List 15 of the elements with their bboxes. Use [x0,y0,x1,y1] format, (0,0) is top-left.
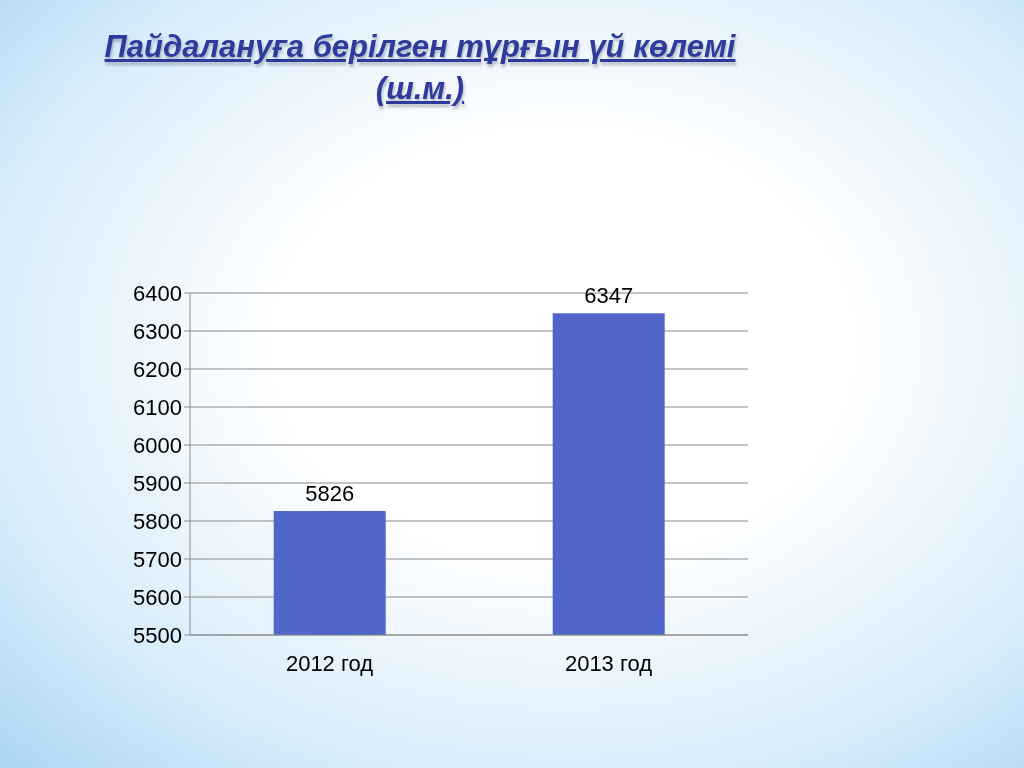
data-label: 5826 [305,481,355,507]
y-tick-label: 5800 [133,508,182,534]
y-tick-label: 6000 [133,432,182,458]
y-tick-label: 6300 [133,318,182,344]
data-label: 6347 [584,283,634,309]
x-tick-label: 2013 год [564,650,653,676]
y-tick-label: 5600 [133,584,182,610]
y-tick-label: 5700 [133,546,182,572]
chart-title: Пайдалануға берілген тұрғын үй көлемі (ш.м.) [103,28,737,108]
x-tick-label: 2012 год [285,650,374,676]
y-tick-label: 5900 [133,470,182,496]
y-tick-label: 6100 [133,394,182,420]
y-tick-label: 6200 [133,356,182,382]
y-tick-label: 6400 [133,280,182,306]
y-tick-label: 5500 [133,622,182,648]
